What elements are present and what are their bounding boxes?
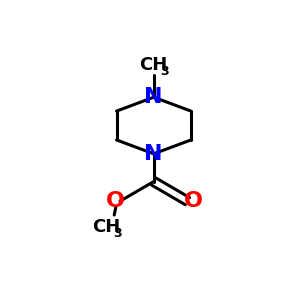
Text: CH: CH [140,56,168,74]
Text: O: O [106,191,125,211]
Text: 3: 3 [113,227,122,240]
Text: CH: CH [92,218,120,236]
Text: N: N [145,87,163,107]
Text: O: O [184,191,203,211]
Text: 3: 3 [160,65,169,78]
Text: N: N [145,144,163,164]
